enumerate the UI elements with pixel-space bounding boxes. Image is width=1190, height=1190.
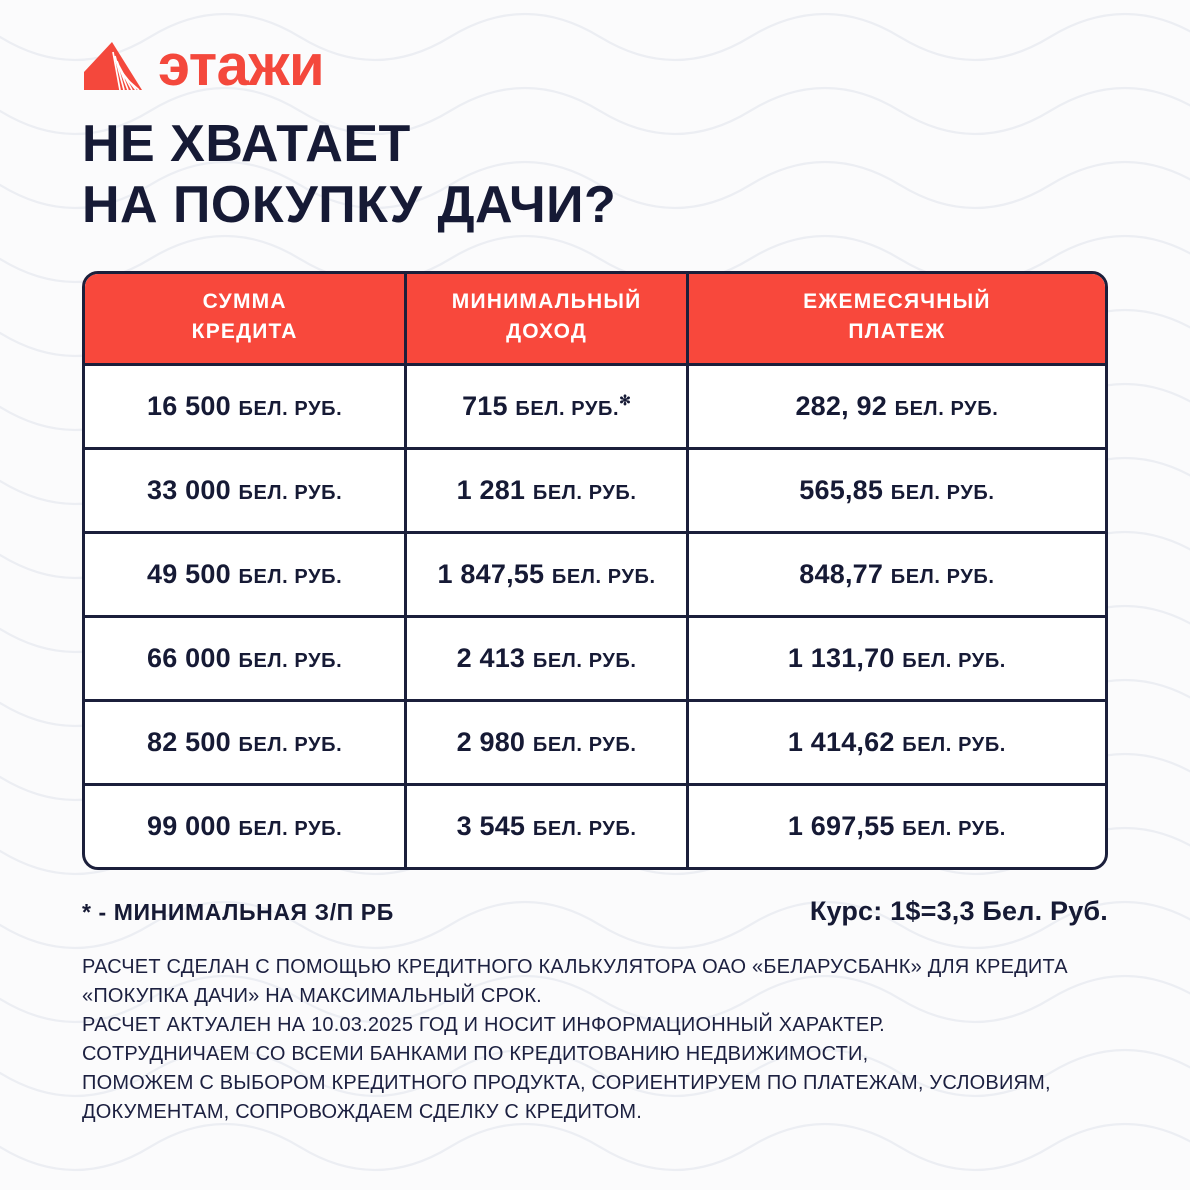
page-title: НЕ ХВАТАЕТ НА ПОКУПКУ ДАЧИ? xyxy=(82,114,1108,237)
disclaimer-line-2: «Покупка дачи» на максимальный срок. xyxy=(82,984,542,1007)
cell-loan-amount: 33 000 бел. руб. xyxy=(85,449,408,531)
disclaimer-line-1: Расчет сделан с помощью кредитного кальк… xyxy=(82,955,1068,978)
table-row: 99 000 бел. руб. 3 545 бел. руб. 1 697,55 … xyxy=(85,782,1105,867)
column-header-loan-amount: СУММА КРЕДИТА xyxy=(85,273,408,363)
notes-row: * - минимальная з/п РБ Курс: 1$=3,3 Бел.… xyxy=(82,896,1108,927)
cell-monthly-payment: 1 697,55 бел. руб. xyxy=(787,810,1006,841)
table-row: 82 500 бел. руб. 2 980 бел. руб. 1 414,62 … xyxy=(85,698,1105,783)
table-row: 49 500 бел. руб. 1 847,55 бел. руб. 848,77… xyxy=(85,530,1105,615)
disclaimer-line-4: Сотрудничаем со всеми банками по кредито… xyxy=(82,1042,869,1065)
cell-min-income: 2 413 бел. руб. xyxy=(407,617,689,699)
column-header-monthly-payment-line-2: ПЛАТЕЖ xyxy=(848,320,946,344)
page-title-line-1: НЕ ХВАТАЕТ xyxy=(82,115,411,173)
table-row: 66 000 бел. руб. 2 413 бел. руб. 1 131,70 … xyxy=(85,614,1105,699)
cell-loan-amount: 99 000 бел. руб. xyxy=(85,785,408,867)
building-icon xyxy=(84,42,142,91)
cell-monthly-payment: 1 131,70 бел. руб. xyxy=(787,642,1006,673)
column-header-min-income: МИНИМАЛЬНЫЙ ДОХОД xyxy=(407,273,689,363)
disclaimer-line-6: документам, сопровождаем сделку с кредит… xyxy=(82,1100,642,1123)
column-header-monthly-payment-line-1: ЕЖЕМЕСЯЧНЫЙ xyxy=(803,290,991,314)
credit-table: СУММА КРЕДИТА МИНИМАЛЬНЫЙ ДОХОД ЕЖЕМЕСЯЧ… xyxy=(82,270,1108,870)
cell-min-income: 2 980 бел. руб. xyxy=(407,701,689,783)
column-header-min-income-line-2: ДОХОД xyxy=(506,320,588,344)
column-header-monthly-payment: ЕЖЕМЕСЯЧНЫЙ ПЛАТЕЖ xyxy=(689,274,1105,363)
cell-monthly-payment: 1 414,62 бел. руб. xyxy=(787,726,1006,757)
cell-min-income: 715 бел. руб.✻ xyxy=(407,365,689,447)
page-title-line-2: НА ПОКУПКУ ДАЧИ? xyxy=(82,176,617,235)
table-row: 33 000 бел. руб. 1 281 бел. руб. 565,85 бе… xyxy=(85,446,1105,531)
disclaimer-line-5: Поможем с выбором кредитного продукта, с… xyxy=(82,1071,1051,1094)
cell-loan-amount: 82 500 бел. руб. xyxy=(85,701,408,783)
table-body: 16 500 бел. руб. 715 бел. руб.✻ 282, 92 бе… xyxy=(85,362,1105,867)
disclaimer-line-3: Расчет актуален на 10.03.2025 год и носи… xyxy=(82,1013,885,1036)
cell-loan-amount: 49 500 бел. руб. xyxy=(85,533,408,615)
cell-min-income: 1 281 бел. руб. xyxy=(407,449,689,531)
column-header-loan-amount-line-2: КРЕДИТА xyxy=(191,320,298,344)
cell-monthly-payment: 282, 92 бел. руб. xyxy=(795,390,999,421)
cell-loan-amount: 16 500 бел. руб. xyxy=(85,365,408,447)
cell-monthly-payment: 565,85 бел. руб. xyxy=(799,474,995,505)
cell-min-income: 1 847,55 бел. руб. xyxy=(407,533,689,615)
brand-name: этажи xyxy=(158,33,325,98)
cell-min-income: 3 545 бел. руб. xyxy=(407,785,689,867)
cell-loan-amount: 66 000 бел. руб. xyxy=(85,617,408,699)
brand-logo: этажи xyxy=(82,0,1108,95)
table-header-row: СУММА КРЕДИТА МИНИМАЛЬНЫЙ ДОХОД ЕЖЕМЕСЯЧ… xyxy=(85,273,1105,363)
column-header-min-income-line-1: МИНИМАЛЬНЫЙ xyxy=(451,290,642,314)
column-header-loan-amount-line-1: СУММА xyxy=(202,290,287,314)
exchange-rate-note: Курс: 1$=3,3 Бел. Руб. xyxy=(809,895,1108,926)
disclaimer-block: Расчет сделан с помощью кредитного кальк… xyxy=(82,953,1142,1127)
table-row: 16 500 бел. руб. 715 бел. руб.✻ 282, 92 бе… xyxy=(85,362,1105,447)
cell-monthly-payment: 848,77 бел. руб. xyxy=(799,558,995,589)
footnote-min-salary: * - минимальная з/п РБ xyxy=(82,898,394,925)
